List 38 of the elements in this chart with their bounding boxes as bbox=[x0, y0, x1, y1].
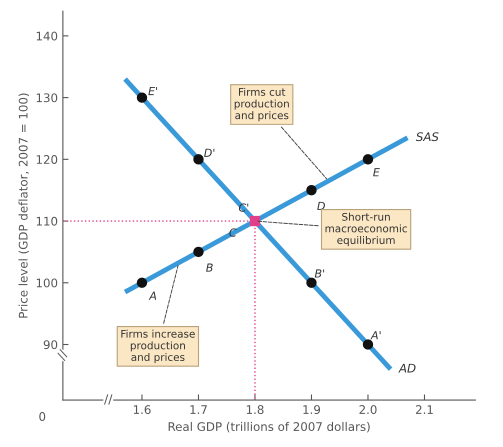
annotation: A bbox=[148, 292, 156, 300]
x-tick-label: 2.0 bbox=[359, 405, 377, 414]
y-tick-label: 140 bbox=[36, 32, 58, 41]
x-tick-label: 1.8 bbox=[246, 405, 264, 414]
y-tick-label: 110 bbox=[36, 216, 58, 226]
point bbox=[136, 92, 148, 103]
annotation: // bbox=[104, 394, 112, 405]
x-tick-label: 2.1 bbox=[416, 405, 433, 414]
point bbox=[250, 216, 260, 226]
y-axis-title: Price level (GDP deflator, 2007 = 100) bbox=[18, 93, 30, 318]
y-tick-label: 120 bbox=[36, 155, 58, 164]
point bbox=[362, 339, 374, 350]
annotation: A' bbox=[370, 331, 381, 340]
text: 0 bbox=[39, 412, 46, 421]
point bbox=[193, 246, 204, 258]
annotation: E bbox=[373, 168, 380, 176]
y-tick-label: 100 bbox=[36, 278, 58, 288]
annotation: D' bbox=[204, 148, 214, 157]
point bbox=[306, 278, 317, 288]
point bbox=[193, 154, 204, 164]
annotation: E' bbox=[148, 87, 158, 96]
annotation: B bbox=[206, 264, 213, 272]
annotation: // bbox=[56, 348, 69, 362]
series-label: SAS bbox=[416, 132, 439, 142]
x-tick-label: 1.7 bbox=[190, 405, 207, 414]
point bbox=[306, 185, 317, 196]
x-tick-label: 1.6 bbox=[134, 405, 151, 414]
annotation: B' bbox=[314, 269, 324, 278]
series-label: AD bbox=[398, 364, 416, 372]
x-tick-label: 1.9 bbox=[303, 405, 320, 414]
y-tick-label: 130 bbox=[36, 93, 58, 102]
y-tick-label: 90 bbox=[44, 340, 58, 350]
annotation: Short-run macroeconomic equilibrium bbox=[326, 212, 407, 246]
annotation: Firms cut production and prices bbox=[234, 88, 289, 122]
point bbox=[362, 154, 374, 164]
x-axis-title: Real GDP (trillions of 2007 dollars) bbox=[168, 422, 370, 432]
annotation: Firms increase production and prices bbox=[121, 330, 195, 364]
point bbox=[136, 278, 148, 288]
